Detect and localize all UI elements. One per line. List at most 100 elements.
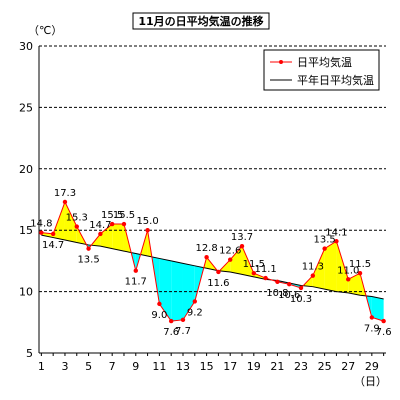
data-points — [39, 199, 386, 324]
data-label: 15.5 — [113, 210, 135, 221]
fill-above-normal — [312, 248, 325, 290]
fill-above-normal — [64, 201, 77, 243]
data-label: 10.6 — [278, 290, 300, 301]
data-label: 11.0 — [337, 265, 359, 276]
fill-above-normal — [336, 241, 349, 293]
data-label: 15.3 — [66, 213, 88, 224]
data-point — [263, 275, 268, 281]
data-label: 15.0 — [136, 216, 158, 227]
series-lines — [41, 200, 384, 322]
normal-temperature-line — [41, 234, 384, 300]
data-label: 7.6 — [163, 327, 179, 338]
data-label: 15.5 — [101, 210, 123, 221]
data-point — [204, 255, 209, 260]
data-point — [86, 246, 91, 251]
fill-above-normal — [112, 224, 124, 252]
fill-below-normal — [371, 296, 384, 322]
data-point — [310, 273, 316, 278]
title-box: 11月の日平均気温の推移 — [132, 12, 270, 30]
data-point — [381, 318, 386, 324]
data-label: 13.5 — [313, 235, 335, 246]
x-axis-unit: （日） — [354, 375, 387, 388]
data-point — [275, 279, 280, 284]
chart-title: 11月の日平均気温の推移 — [138, 14, 263, 28]
x-tick-label: 13 — [176, 360, 190, 373]
data-label: 9.0 — [151, 310, 167, 321]
x-tick-label: 29 — [365, 360, 379, 373]
data-label: 7.9 — [364, 323, 380, 334]
data-label: 17.3 — [54, 188, 76, 199]
data-point — [239, 243, 245, 249]
data-point — [133, 268, 138, 273]
data-label: 12.6 — [219, 246, 241, 257]
data-point — [192, 299, 197, 304]
x-tick-label: 11 — [152, 360, 166, 373]
data-point — [346, 277, 351, 282]
y-tick-label: 15 — [19, 224, 33, 237]
y-tick-label: 25 — [19, 101, 33, 114]
x-tick-label: 7 — [109, 360, 116, 373]
fill-above-normal — [324, 241, 337, 292]
x-tick-label: 19 — [247, 360, 261, 373]
data-label: 11.7 — [125, 277, 147, 288]
data-point — [357, 270, 363, 276]
data-point — [157, 301, 162, 307]
data-label: 9.2 — [187, 307, 203, 318]
x-tick-label: 9 — [132, 360, 139, 373]
y-tick-label: 30 — [19, 40, 33, 53]
data-label: 14.1 — [325, 227, 347, 238]
data-labels: 14.814.717.315.313.514.715.515.511.715.0… — [30, 188, 391, 338]
data-point — [180, 317, 186, 323]
fill-below-normal — [159, 258, 172, 322]
fill-above-normal — [230, 246, 243, 275]
data-label: 14.7 — [89, 220, 111, 231]
x-tick-label: 1 — [38, 360, 45, 373]
data-point — [228, 257, 233, 262]
data-label: 10.3 — [290, 294, 312, 305]
data-point — [334, 239, 339, 244]
y-tick-label: 20 — [19, 163, 33, 176]
data-point — [109, 221, 115, 227]
data-point — [322, 246, 327, 251]
data-point — [216, 269, 221, 275]
data-label: 13.7 — [231, 232, 253, 243]
data-point — [369, 315, 375, 320]
data-label: 11.3 — [302, 262, 324, 273]
data-label: 11.6 — [207, 278, 229, 289]
y-tick-label: 10 — [19, 286, 33, 299]
legend-box — [263, 49, 380, 91]
data-label: 7.6 — [376, 327, 392, 338]
data-point — [62, 199, 68, 205]
daily-temperature-line — [41, 200, 384, 322]
x-tick-label: 17 — [223, 360, 237, 373]
data-point — [145, 228, 150, 233]
data-label: 10.8 — [266, 288, 288, 299]
legend-label-normal: 平年日平均気温 — [297, 73, 374, 87]
x-tick-label: 15 — [200, 360, 214, 373]
grid-lines — [39, 45, 386, 293]
data-label: 14.7 — [42, 240, 64, 251]
data-label: 11.5 — [349, 259, 371, 270]
legend-label-actual: 日平均気温 — [297, 55, 352, 69]
data-label: 7.7 — [175, 326, 191, 337]
data-point — [50, 231, 56, 237]
legend-marker-actual — [279, 60, 283, 64]
data-label: 13.5 — [77, 255, 99, 266]
data-point — [74, 224, 79, 229]
x-tick-label: 25 — [318, 360, 332, 373]
x-tick-label: 27 — [341, 360, 355, 373]
data-label: 12.8 — [195, 243, 217, 254]
data-label: 11.1 — [254, 264, 276, 275]
data-point — [98, 231, 103, 237]
data-point — [298, 285, 304, 291]
y-axis-unit: （℃） — [28, 24, 62, 37]
data-point — [168, 318, 174, 324]
fill-below-normal — [171, 260, 183, 322]
data-point — [39, 230, 44, 235]
data-point — [287, 282, 292, 287]
x-tick-label: 3 — [61, 360, 68, 373]
x-tick-label: 5 — [85, 360, 92, 373]
legend: 日平均気温 平年日平均気温 — [263, 49, 380, 91]
